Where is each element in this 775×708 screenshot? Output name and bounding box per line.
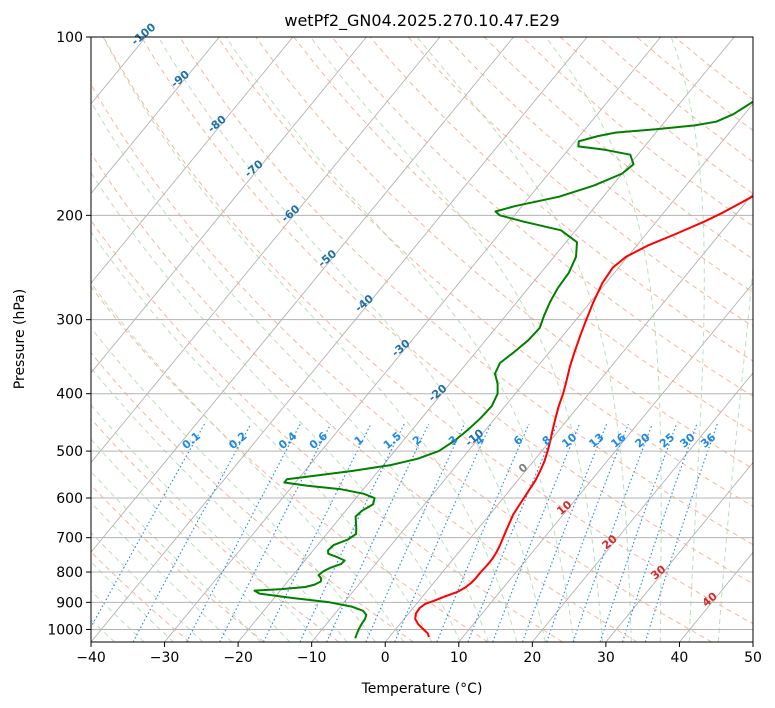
moist-adiabat-line (157, 37, 546, 642)
mixing-ratio-line (219, 423, 332, 642)
y-tick-label: 400 (56, 387, 83, 403)
dewpoint-profile-line (253, 100, 753, 639)
mixing-ratio-line (132, 423, 252, 642)
mixing-ratio-line (299, 423, 405, 642)
dry-adiabat-line (217, 37, 753, 507)
x-tick-label: 0 (381, 650, 390, 666)
x-tick-label: −40 (76, 650, 106, 666)
x-axis-ticks: −40 −30 −20 −10 0 10 20 30 40 50 (76, 642, 762, 666)
mixing-ratio-line (326, 423, 430, 642)
mixing-ratio-line (436, 423, 530, 642)
isotherm-line (91, 37, 588, 642)
dry-adiabat-line (407, 37, 753, 328)
moist-adiabat-line (91, 100, 489, 642)
profile-lines (253, 100, 753, 639)
moist-adiabat-line (91, 327, 376, 642)
chart-title: wetPf2_GN04.2025.270.10.47.E29 (284, 11, 559, 31)
mixing-ratio-line (599, 423, 678, 642)
isotherm-line (91, 37, 514, 554)
moist-adiabat-line (670, 37, 705, 642)
y-tick-label: 300 (56, 313, 83, 329)
plot-frame (90, 36, 754, 643)
mixing-ratio-line (546, 423, 629, 642)
isotherm-line (91, 37, 367, 374)
mixing-ratio-line (394, 423, 492, 642)
y-tick-label: 700 (56, 531, 83, 547)
x-tick-label: 30 (597, 650, 615, 666)
x-tick-label: 40 (671, 650, 689, 666)
y-tick-label: 800 (56, 565, 83, 581)
isotherm-line (164, 37, 662, 642)
x-tick-label: −20 (223, 650, 253, 666)
y-axis-label: Pressure (hPa) (12, 289, 28, 389)
mixing-ratio-line (186, 423, 301, 642)
x-tick-label: −30 (150, 650, 180, 666)
isotherm-line (91, 37, 294, 284)
isotherm-line (605, 461, 753, 642)
moist-adiabat-line (91, 171, 461, 642)
background-lines (91, 37, 753, 642)
isotherm-line (531, 372, 753, 642)
y-tick-label: 1000 (47, 622, 83, 638)
pressure-grid (91, 37, 753, 630)
dry-adiabat-line (293, 37, 753, 433)
dry-adiabat-line (91, 484, 265, 642)
mixing-ratio-line (492, 423, 581, 642)
mixing-ratio-line (467, 423, 558, 642)
y-tick-label: 600 (56, 491, 83, 507)
y-tick-label: 100 (56, 30, 83, 46)
moist-adiabat-line (310, 37, 604, 642)
isotherm-line (458, 282, 753, 642)
moist-adiabat-line (91, 438, 291, 642)
dry-adiabat-line (91, 352, 414, 642)
moist-adiabat-line (91, 404, 319, 642)
dry-adiabat-line (91, 219, 563, 642)
isotherm-line (91, 37, 441, 464)
dry-adiabat-line (140, 37, 753, 585)
moist-adiabat-line (91, 470, 262, 642)
y-tick-label: 900 (56, 595, 83, 611)
y-tick-label: 200 (56, 208, 83, 224)
isotherm-line (91, 37, 220, 195)
mixing-ratio-line (572, 423, 653, 642)
moist-adiabat-line (545, 37, 662, 642)
x-tick-label: 10 (450, 650, 468, 666)
y-axis-ticks: 100 200 300 400 500 600 700 800 900 1000 (47, 30, 91, 638)
mixing-ratio-line (521, 423, 608, 642)
dry-adiabat-line (91, 152, 638, 642)
x-tick-label: 20 (523, 650, 541, 666)
isotherm-line (237, 37, 735, 642)
x-tick-label: −10 (297, 650, 327, 666)
x-tick-label: 50 (744, 650, 762, 666)
moist-adiabat-line (225, 37, 575, 642)
moist-adiabat-line (91, 282, 405, 642)
y-tick-label: 500 (56, 444, 83, 460)
mixing-ratio-line (263, 423, 372, 642)
temperature-profile-line (414, 195, 753, 638)
dry-adiabat-line (91, 83, 713, 642)
dry-adiabat-line (91, 551, 191, 642)
moist-adiabat-line (717, 263, 753, 642)
dry-adiabat-line (179, 37, 753, 546)
mixing-ratio-line (365, 423, 465, 642)
dry-adiabat-line (91, 286, 489, 642)
isotherm-line (384, 192, 753, 642)
x-axis-label: Temperature (°C) (361, 681, 483, 697)
moist-adiabat-line (416, 37, 632, 642)
dry-adiabat-line (102, 37, 753, 625)
mixing-ratio-line (91, 423, 205, 629)
